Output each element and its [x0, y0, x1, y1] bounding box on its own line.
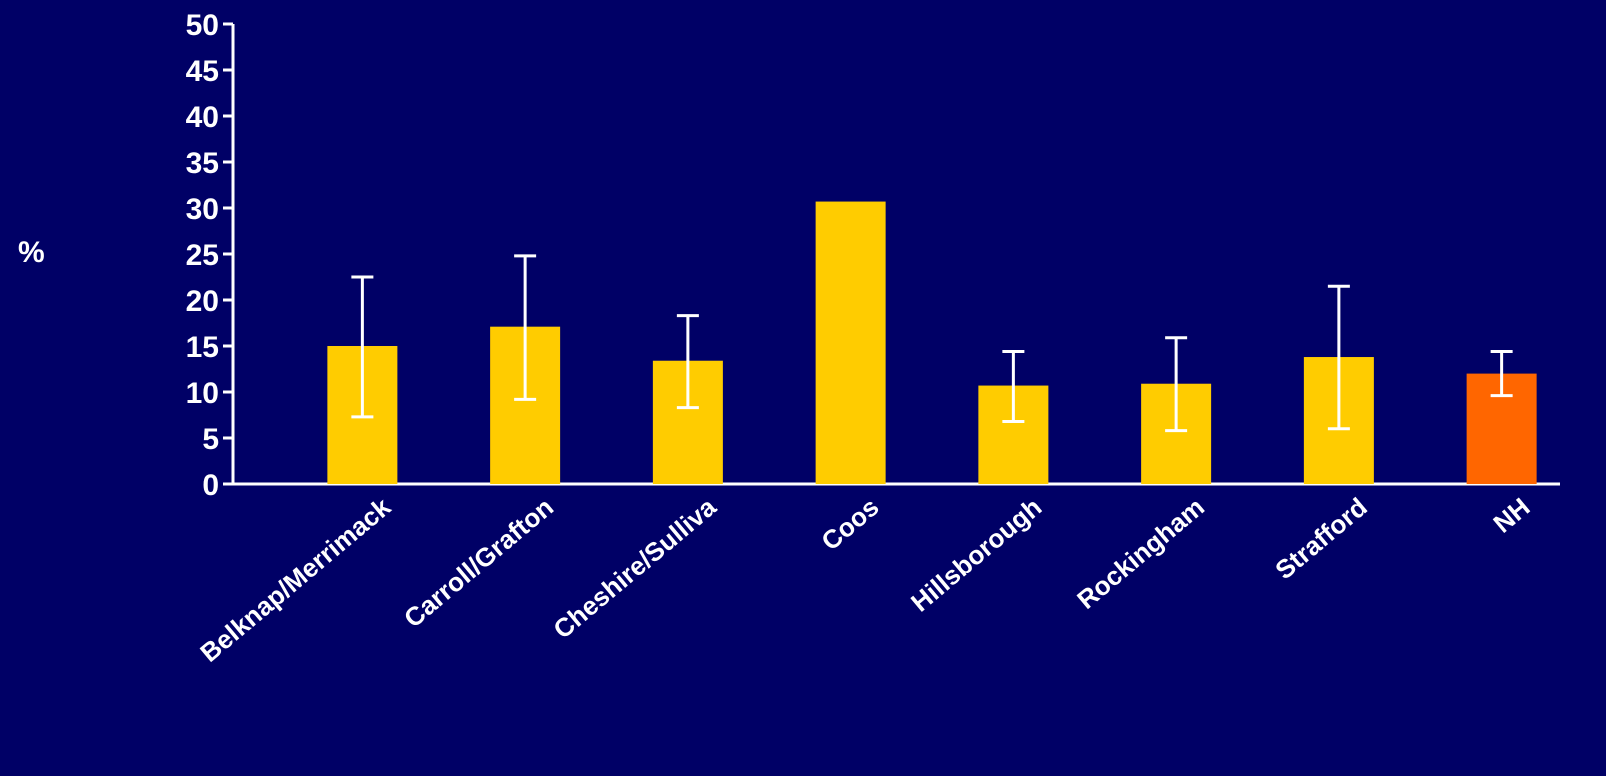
y-axis-label: % — [18, 236, 45, 269]
x-tick-label: Cheshire/Sulliva — [547, 491, 722, 644]
y-tick-label: 30 — [186, 193, 219, 226]
y-tick-label: 20 — [186, 285, 219, 318]
x-tick-label: Strafford — [1269, 492, 1372, 586]
x-tick-label: Rockingham — [1071, 492, 1210, 615]
x-tick-label: Coos — [815, 492, 884, 557]
y-tick-label: 0 — [202, 469, 219, 502]
y-tick-label: 5 — [202, 423, 219, 456]
y-tick-label: 35 — [186, 147, 219, 180]
label-layer: Belknap/Merrimack Carroll/GraftonCheshire… — [194, 491, 1535, 668]
x-tick-label: Hillsborough — [905, 492, 1047, 618]
x-tick-label: Carroll/Grafton — [398, 492, 559, 634]
bar-layer — [327, 201, 1537, 484]
y-tick-label: 25 — [186, 239, 219, 272]
y-tick-label: 50 — [186, 9, 219, 42]
y-tick-label: 40 — [186, 101, 219, 134]
y-tick-label: 10 — [186, 377, 219, 410]
x-tick-label: NH — [1487, 492, 1535, 539]
x-tick-label: Belknap/Merrimack — [194, 491, 396, 668]
bar — [815, 201, 886, 484]
axis-layer: 0 5 10 15 20 25 30 35 40 45 50 — [186, 9, 1560, 502]
y-tick-label: 15 — [186, 331, 219, 364]
y-tick-label: 45 — [186, 55, 219, 88]
